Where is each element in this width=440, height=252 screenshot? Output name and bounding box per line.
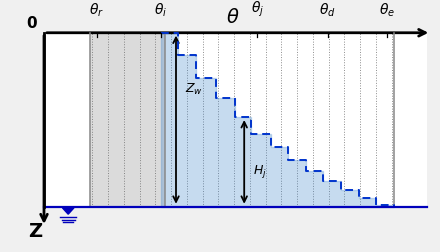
Text: $H_j$: $H_j$ <box>253 164 267 180</box>
Text: $\mathbf{Z}$: $\mathbf{Z}$ <box>28 222 43 241</box>
Text: $\theta_r$: $\theta_r$ <box>89 2 104 19</box>
Text: $\theta_e$: $\theta_e$ <box>379 2 395 19</box>
Text: $\mathbf{0}$: $\mathbf{0}$ <box>26 15 37 31</box>
Polygon shape <box>62 208 74 214</box>
Text: $\theta$: $\theta$ <box>227 8 240 26</box>
Bar <box>44 33 427 207</box>
Text: $\theta_j$: $\theta_j$ <box>251 0 264 19</box>
Bar <box>90 33 165 207</box>
Polygon shape <box>161 33 394 207</box>
Text: $\theta_d$: $\theta_d$ <box>319 2 336 19</box>
Text: $Z_w$: $Z_w$ <box>185 82 203 97</box>
Text: $\theta_i$: $\theta_i$ <box>154 2 167 19</box>
